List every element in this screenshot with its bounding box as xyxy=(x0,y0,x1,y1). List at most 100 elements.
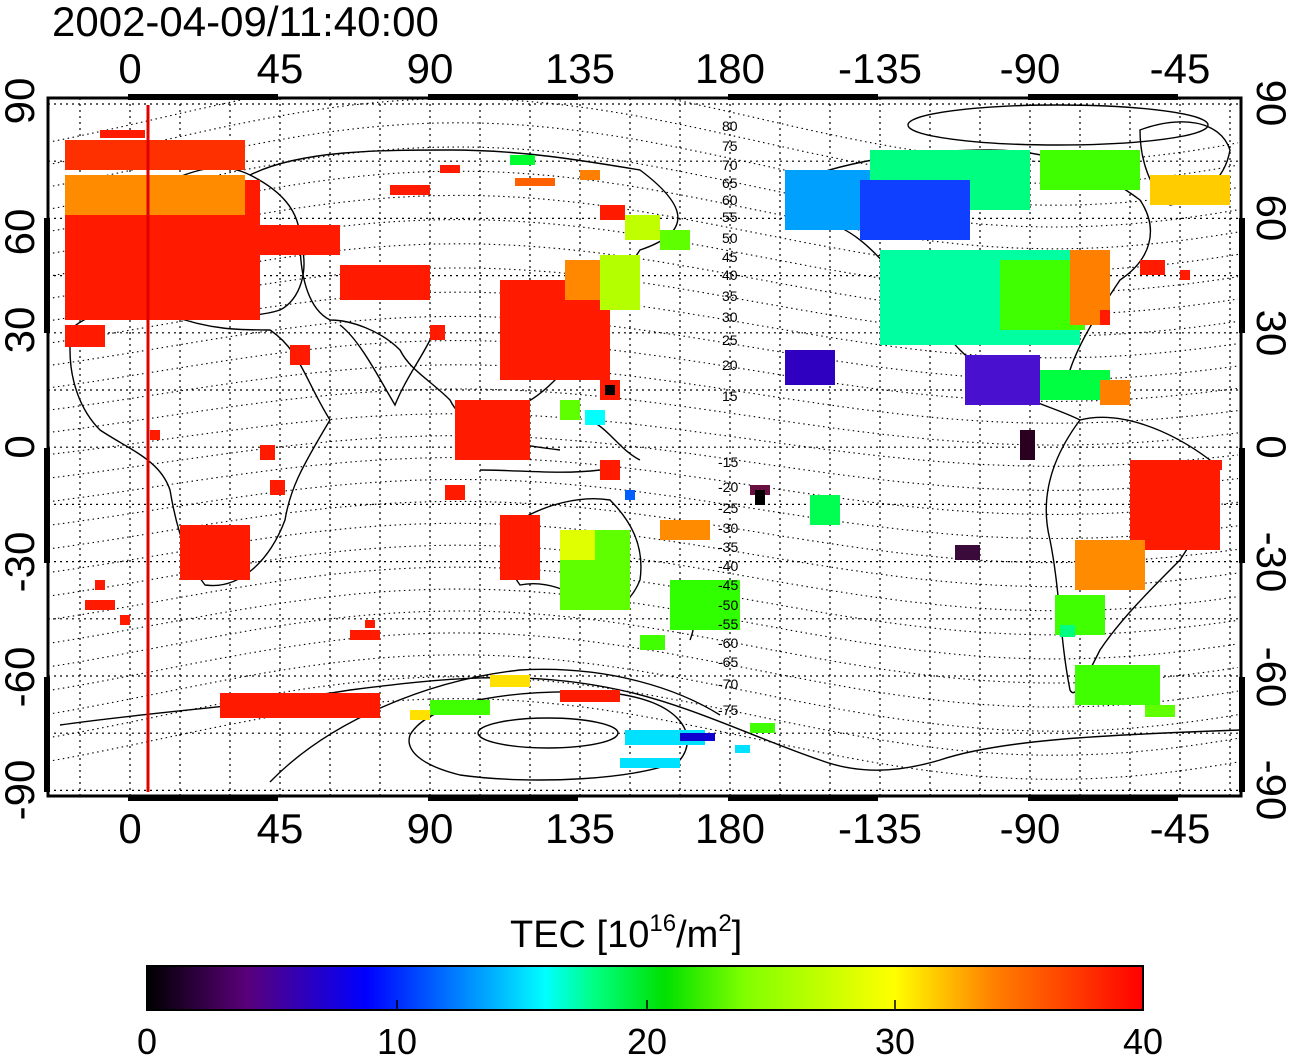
contour-label: 20 xyxy=(722,357,738,373)
contour-label: -60 xyxy=(718,635,738,651)
left-tick-label: 90 xyxy=(0,78,43,125)
magnetic-contour-line xyxy=(48,315,1239,381)
tec-patch-antarctic-yellow xyxy=(490,675,530,687)
tec-patch-antarctic-red2 xyxy=(560,690,620,702)
magnetic-contour-line xyxy=(48,478,1239,540)
contour-label: -20 xyxy=(718,479,738,495)
tec-patch-waustralia xyxy=(500,515,540,580)
tec-patch-nafrica xyxy=(65,325,105,347)
tec-patch-antarctic-green xyxy=(430,700,490,715)
tec-patch-brazil xyxy=(1130,460,1220,550)
contour-label: 60 xyxy=(722,192,738,208)
top-tick-label: 0 xyxy=(118,45,141,92)
contour-label: -15 xyxy=(718,454,738,470)
tec-patch-caribbean xyxy=(1040,370,1110,400)
coastline-south-america xyxy=(1045,416,1214,694)
south-pole-outer-oval xyxy=(269,668,721,783)
top-tick-label: -90 xyxy=(1000,45,1061,92)
bottom-tick-label: 45 xyxy=(257,805,304,852)
colorbar-tick-label: 20 xyxy=(627,1021,667,1057)
left-latitude-labels: 90 60 30 0 -30 -60 -90 xyxy=(0,78,43,821)
north-pole-oval xyxy=(907,104,1209,146)
contour-label: -25 xyxy=(718,500,738,516)
bottom-tick-label: 90 xyxy=(407,805,454,852)
contour-label: 45 xyxy=(722,249,738,265)
tec-patch-europe-warm xyxy=(65,175,245,215)
tec-patch-hawaii xyxy=(785,350,835,385)
colorbar-title-mid: /m xyxy=(676,914,718,956)
magnetic-contour-line xyxy=(48,610,1239,684)
contour-label: 35 xyxy=(722,288,738,304)
colorbar-title: TEC [1016/m2] xyxy=(510,910,742,956)
magnetic-contour-line xyxy=(48,588,1239,660)
left-tick-label: 60 xyxy=(0,209,43,256)
contour-label: 80 xyxy=(722,118,738,134)
colorbar xyxy=(146,965,1144,1011)
magnetic-contour-line xyxy=(48,340,1239,402)
right-tick-label: -60 xyxy=(1248,647,1292,708)
contour-label: -75 xyxy=(718,702,738,718)
magnetic-contour-line xyxy=(48,435,1239,491)
left-tick-label: -30 xyxy=(0,532,43,593)
right-tick-label: 60 xyxy=(1248,195,1292,242)
bottom-tick-label: 135 xyxy=(545,805,615,852)
top-tick-label: -135 xyxy=(838,45,922,92)
contour-label: 65 xyxy=(722,175,738,191)
colorbar-tick-label: 0 xyxy=(137,1021,157,1057)
top-longitude-labels: 0 45 90 135 180 -135 -90 -45 xyxy=(118,45,1210,92)
left-tick-label: 0 xyxy=(0,435,43,458)
contour-label: 50 xyxy=(722,230,738,246)
tec-patch-europe-east xyxy=(260,225,340,255)
magnetic-contour-line xyxy=(48,98,1239,184)
contour-label: -30 xyxy=(718,520,738,536)
magnetic-contour-line xyxy=(48,457,1239,515)
contour-label: -70 xyxy=(718,676,738,692)
tec-patch-antarctic-red xyxy=(220,693,380,718)
top-tick-label: -45 xyxy=(1150,45,1211,92)
map-title: 2002-04-09/11:40:00 xyxy=(52,0,439,45)
contour-labels-south: -15 -20 -25 -30 -35 -40 -45 -50 -55 -60 … xyxy=(718,454,738,718)
tec-patch-argentina xyxy=(1075,540,1145,590)
contour-label: 25 xyxy=(722,332,738,348)
contour-label: 55 xyxy=(722,209,738,225)
contour-label: 70 xyxy=(722,157,738,173)
top-tick-label: 135 xyxy=(545,45,615,92)
tec-patch-seasia xyxy=(455,400,530,460)
top-tick-label: 45 xyxy=(257,45,304,92)
magnetic-contour-line xyxy=(48,500,1239,564)
colorbar-tick-label: 30 xyxy=(875,1021,915,1057)
tec-patch-greenland xyxy=(1150,175,1230,205)
right-tick-label: -90 xyxy=(1248,760,1292,821)
left-tick-label: -60 xyxy=(0,647,43,708)
tec-patch-russia xyxy=(340,265,430,300)
tec-patch-safrica xyxy=(180,525,250,580)
bottom-tick-label: -45 xyxy=(1150,805,1211,852)
magnetic-contour-line xyxy=(48,170,1239,250)
tec-patch-kamchatka xyxy=(600,255,640,310)
coastline-india xyxy=(339,324,431,407)
right-tick-label: 90 xyxy=(1248,80,1292,127)
contour-labels-north: 80 75 70 65 60 55 50 45 40 35 30 25 20 1… xyxy=(722,118,738,404)
contour-label: -40 xyxy=(718,558,738,574)
magnetic-contour-line xyxy=(48,388,1239,446)
magnetic-contour-line xyxy=(48,413,1239,467)
south-pole-ellipse-large xyxy=(408,691,689,781)
contour-label: 40 xyxy=(722,267,738,283)
contour-label: 30 xyxy=(722,309,738,325)
south-pole-oval xyxy=(477,717,619,749)
bottom-tick-label: 180 xyxy=(695,805,765,852)
magnetic-contour-line xyxy=(48,364,1239,424)
colorbar-tick-labels: 0 10 20 30 40 xyxy=(137,1021,1163,1057)
right-tick-label: -30 xyxy=(1248,532,1292,593)
bottom-tick-label: -135 xyxy=(838,805,922,852)
right-tick-label: 0 xyxy=(1248,435,1292,458)
colorbar-title-sup2: 2 xyxy=(718,910,731,937)
right-latitude-labels: 90 60 30 0 -30 -60 -90 xyxy=(1248,80,1292,821)
bottom-tick-label: 0 xyxy=(118,805,141,852)
magnetic-contour-line xyxy=(48,654,1239,732)
tec-patch-peninsula xyxy=(1075,665,1160,705)
contour-label: -65 xyxy=(718,654,738,670)
left-tick-label: 30 xyxy=(0,307,43,354)
contour-label: -50 xyxy=(718,597,738,613)
magnetic-contour-line xyxy=(48,566,1239,636)
